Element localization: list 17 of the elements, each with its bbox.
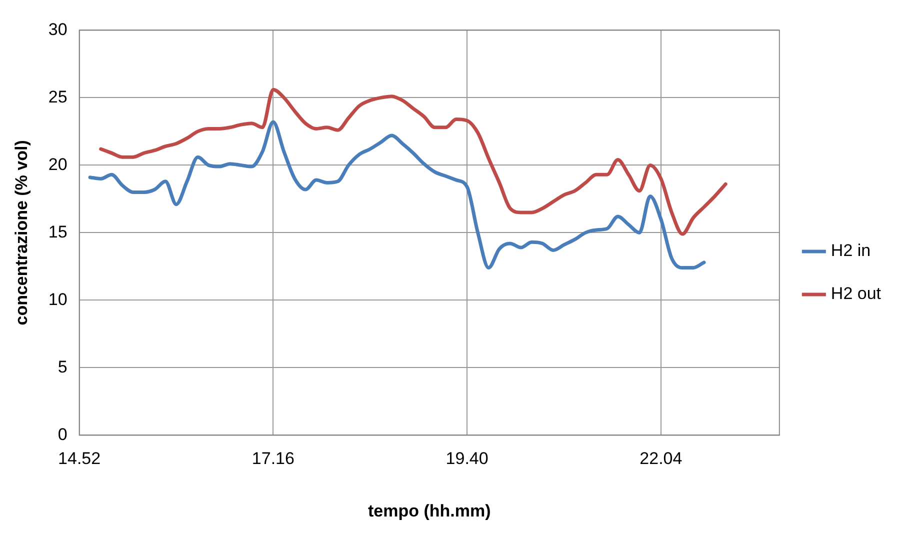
y-tick-label: 5 bbox=[58, 357, 68, 376]
x-tick-label: 17.16 bbox=[252, 449, 294, 468]
legend-label: H2 in bbox=[830, 241, 871, 260]
legend-label: H2 out bbox=[830, 284, 882, 304]
y-tick-label: 0 bbox=[58, 424, 68, 444]
y-axis-title: concentrazione (% vol) bbox=[12, 140, 31, 326]
y-tick-label: 30 bbox=[48, 20, 68, 39]
x-tick-label: 19.40 bbox=[446, 449, 488, 468]
line-series bbox=[99, 88, 728, 236]
y-tick-label: 20 bbox=[48, 154, 68, 174]
x-axis-title: tempo (hh.mm) bbox=[368, 501, 491, 520]
y-tick-label: 10 bbox=[48, 290, 68, 309]
x-tick-label: 14.52 bbox=[58, 449, 101, 468]
x-tick-label: 22.04 bbox=[640, 449, 682, 468]
line-series bbox=[88, 120, 706, 270]
y-tick-label: 15 bbox=[48, 222, 68, 242]
y-tick-label: 25 bbox=[48, 87, 68, 106]
